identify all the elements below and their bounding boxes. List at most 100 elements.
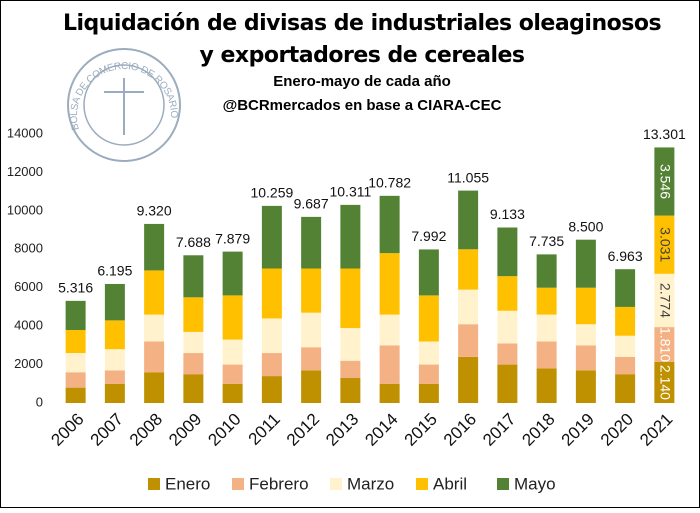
bar-segment [458,190,479,250]
bar-segment [65,300,86,330]
bar-segment [301,268,322,313]
total-label: 7.879 [215,230,250,246]
bar-segment [65,353,86,373]
bar-segment [65,372,86,388]
bar-segment [222,339,243,365]
bar-segment [615,269,636,307]
bar-segment [183,255,204,298]
bar-segment [379,345,400,384]
bar-segment [418,341,439,365]
bar-segment [65,387,86,403]
bar-segment [340,268,361,329]
bar-segment [379,253,400,315]
y-tick-label: 4000 [14,318,43,333]
bar-segment [183,297,204,332]
bar-segment [497,227,518,277]
bar-segment [104,383,125,403]
bar-segment [340,328,361,361]
total-label: 5.316 [58,280,93,296]
bar-segment [536,314,557,342]
bar-segment [497,364,518,403]
legend-label: Mayo [514,474,556,493]
bar-segment [65,329,86,354]
source: @BCRmercados en base a CIARA-CEC [223,97,502,114]
total-label: 10.259 [250,185,293,201]
bar-segment [144,341,165,373]
legend-swatch [416,478,428,490]
bar-segment [379,195,400,254]
legend-label: Enero [165,474,210,493]
bar-segment [615,374,636,403]
bar-segment [104,320,125,350]
segment-label: 2.774 [658,283,674,318]
total-label: 6.963 [608,248,643,264]
legend-swatch [497,478,509,490]
bar-segment [379,314,400,346]
bar-segment [654,273,675,328]
bar-segment [458,289,479,325]
bar-segment [183,353,204,375]
bar-segment [497,343,518,365]
bar-segment [261,376,282,403]
total-label: 9.133 [490,206,525,222]
total-label: 8.500 [568,218,603,234]
bar-segment [379,383,400,403]
bar-segment [301,347,322,371]
bar-segment [261,353,282,377]
bar-segment [497,276,518,311]
bar-segment [615,356,636,375]
bar-segment [144,314,165,342]
bar-segment [301,312,322,348]
legend-label: Febrero [249,474,309,493]
bar-segment [458,324,479,357]
bar-segment [418,295,439,342]
bar-segment [261,268,282,319]
bar-segment [222,295,243,340]
bar-segment [458,356,479,403]
bar-segment [615,335,636,357]
bar-segment [144,270,165,315]
legend-swatch [148,478,160,490]
chart-title: Liquidación de divisas de industriales o… [63,11,662,36]
legend-label: Marzo [347,474,394,493]
bar-segment [536,341,557,369]
bar-segment [458,249,479,290]
bar-segment [222,251,243,296]
bar-segment [183,374,204,403]
segment-label: 1.810 [658,327,674,362]
total-label: 10.311 [329,184,371,200]
bar-segment [144,223,165,271]
y-tick-label: 10000 [7,202,43,217]
y-tick-label: 2000 [14,356,43,371]
total-label: 10.782 [368,175,411,191]
y-tick-label: 12000 [7,164,43,179]
y-tick-label: 8000 [14,241,43,256]
bar-segment [536,287,557,315]
bar-segment [301,370,322,403]
total-label: 6.195 [97,263,132,279]
bar-segment [536,254,557,288]
bar-segment [575,324,596,346]
subtitle: Enero-mayo de cada año [273,73,451,90]
total-label: 9.320 [137,203,172,219]
segment-label: 2.140 [658,365,674,400]
legend-swatch [232,478,244,490]
bar-segment [340,378,361,403]
bar-segment [222,383,243,403]
bar-segment [575,370,596,403]
total-label: 7.735 [529,233,564,249]
bar-segment [144,372,165,403]
bar-segment [418,249,439,296]
bar-segment [654,361,675,403]
bar-segment [575,345,596,371]
bar-segment [183,331,204,354]
bar-segment [261,318,282,354]
bar-segment [104,283,125,321]
total-label: 11.055 [447,169,489,185]
bar-segment [575,239,596,288]
chart-title-line2: y exportadores de cereales [199,43,524,68]
total-label: 9.687 [294,196,329,212]
bar-segment [418,364,439,384]
bar-segment [301,216,322,269]
